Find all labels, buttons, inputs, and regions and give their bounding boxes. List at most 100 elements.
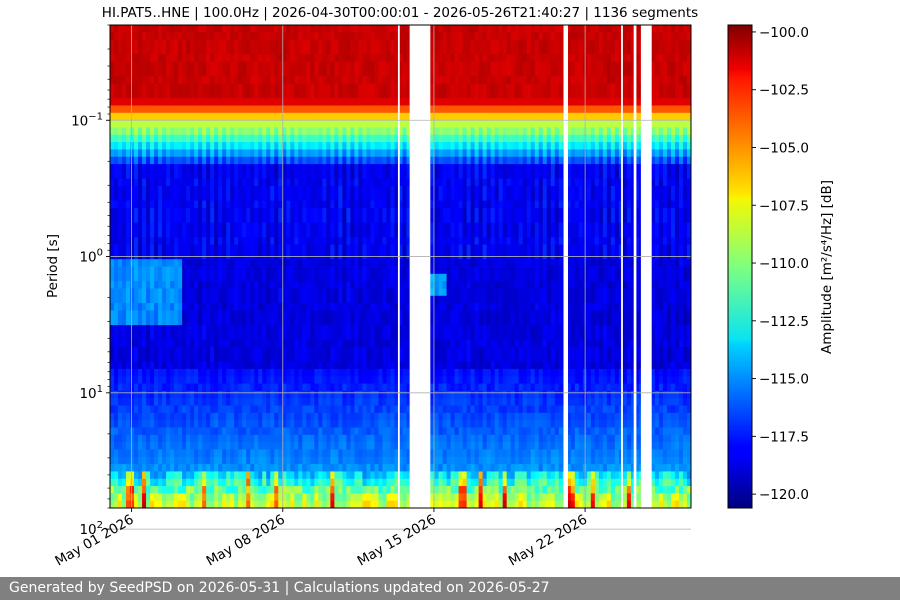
heatmap-cell [342,412,348,421]
heatmap-cell [246,390,251,399]
heatmap-cell [234,412,239,421]
heatmap-cell [182,332,187,341]
heatmap-cell [138,98,143,107]
heatmap-cell [358,376,364,385]
heatmap-cell [334,46,339,55]
heatmap-cell [126,420,131,429]
heatmap-cell [310,207,315,216]
heatmap-cell [166,229,171,238]
heatmap-cell [262,295,267,304]
heatmap-cell [158,54,163,63]
heatmap-cell [222,354,227,363]
heatmap-cell [378,390,384,399]
heatmap-cell [282,412,287,421]
heatmap-cell [334,68,339,77]
heatmap-cell [286,90,291,99]
heatmap-cell [318,354,323,363]
heatmap-cell [322,164,327,172]
heatmap-cell [386,134,392,143]
heatmap-cell [278,456,283,465]
heatmap-cell [366,244,372,253]
heatmap-cell [274,295,279,304]
heatmap-cell [242,25,247,33]
heatmap-cell [326,354,331,363]
heatmap-cell [270,39,275,48]
heatmap-cell [370,259,376,268]
heatmap-cell [334,98,339,107]
heatmap-cell [390,105,396,114]
heatmap-cell [182,164,187,172]
heatmap-cell [226,325,231,333]
heatmap-cell [246,449,251,458]
heatmap-cell [170,434,175,443]
heatmap-cell [214,171,219,180]
heatmap-cell [194,171,199,180]
heatmap-cell [394,376,400,385]
heatmap-cell [118,332,123,341]
heatmap-cell [374,500,380,508]
heatmap-cell [166,178,171,187]
heatmap-cell [210,376,215,385]
heatmap-cell [358,193,364,202]
heatmap-cell [354,39,360,48]
heatmap-cell [326,493,331,502]
heatmap-cell [122,347,127,355]
heatmap-cell [206,332,211,341]
heatmap-cell [134,478,139,487]
heatmap-cell [126,90,131,99]
heatmap-cell [178,68,183,77]
heatmap-cell [206,61,211,70]
heatmap-cell [114,25,119,33]
heatmap-cell [110,149,115,158]
heatmap-cell [198,420,203,429]
heatmap-cell [346,266,352,275]
heatmap-cell [234,149,239,158]
heatmap-cell [262,105,267,114]
heatmap-cell [294,376,299,385]
heatmap-cell [350,273,356,282]
heatmap-cell [322,390,327,399]
heatmap-cell [342,317,348,326]
heatmap-cell [362,288,368,297]
heatmap-cell [398,383,404,392]
heatmap-cell [222,368,227,377]
heatmap-cell [282,478,287,487]
heatmap-cell [394,222,400,231]
heatmap-cell [254,295,259,304]
heatmap-cell [166,398,171,407]
heatmap-cell [254,237,259,246]
heatmap-cell [298,500,303,508]
heatmap-cell [182,471,187,480]
heatmap-cell [278,127,283,136]
heatmap-cell [274,434,279,443]
heatmap-cell [398,471,404,480]
heatmap-cell [306,25,311,33]
heatmap-cell [218,171,223,180]
heatmap-cell [262,90,267,99]
heatmap-cell [278,281,283,290]
heatmap-cell [254,405,259,414]
heatmap-cell [122,405,127,414]
heatmap-cell [378,193,384,202]
heatmap-cell [134,310,139,319]
heatmap-cell [350,237,356,246]
heatmap-cell [394,303,400,312]
heatmap-cell [114,317,119,326]
heatmap-cell [234,427,239,436]
heatmap-cell [286,178,291,187]
heatmap-cell [254,281,259,290]
heatmap-cell [366,142,372,151]
heatmap-cell [390,500,396,508]
heatmap-cell [122,207,127,216]
heatmap-cell [262,464,267,473]
heatmap-cell [218,398,223,407]
heatmap-cell [298,259,303,268]
heatmap-cell [158,105,163,114]
heatmap-cell [370,54,376,63]
heatmap-cell [406,105,412,114]
heatmap-cell [182,303,187,312]
heatmap-cell [254,142,259,151]
heatmap-cell [206,32,211,41]
heatmap-cell [218,303,223,312]
heatmap-cell [234,178,239,187]
